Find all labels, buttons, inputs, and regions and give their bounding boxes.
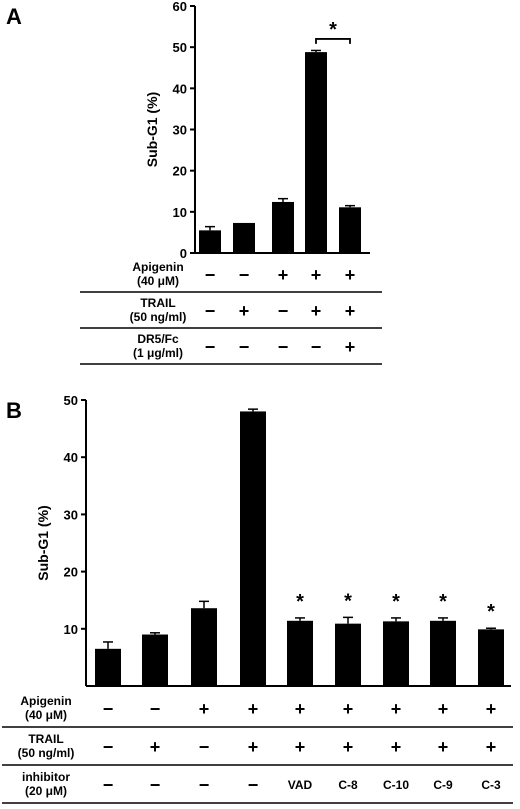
panel-b-condition-value: − <box>103 775 114 795</box>
panel-b-condition-label: Apigenin <box>20 694 71 708</box>
panel-b-bar <box>191 608 217 686</box>
panel-b-bar <box>95 648 121 686</box>
panel-a-condition-value: + <box>345 301 356 321</box>
panel-b-condition-value: − <box>150 775 161 795</box>
panel-a-condition-label: TRAIL <box>140 296 175 310</box>
panel-b-condition-label: inhibitor <box>22 770 70 784</box>
panel-a-condition-sublabel: (40 μM) <box>137 274 179 288</box>
panel-a-y-axis-label: Sub-G1 (%) <box>144 92 160 167</box>
panel-b-bar <box>430 620 456 686</box>
panel-a-significance-star: * <box>329 19 337 41</box>
panel-a-condition-value: + <box>345 265 356 285</box>
panel-b-y-tick-label: 30 <box>64 507 78 522</box>
panel-b-condition-label: TRAIL <box>28 732 63 746</box>
panel-b-y-tick-label: 20 <box>64 565 78 580</box>
panel-a-y-tick-label: 20 <box>173 164 187 179</box>
panel-b-y-tick-label: 40 <box>64 450 78 465</box>
panel-b-bar <box>383 621 409 686</box>
panel-b-y-tick-label: 50 <box>64 393 78 408</box>
panel-b-condition-value: C-8 <box>338 778 358 792</box>
panel-b-condition-value: C-3 <box>481 778 501 792</box>
panel-a-condition-value: + <box>239 301 250 321</box>
panel-b-condition-sublabel: (50 ng/ml) <box>18 746 75 760</box>
panel-a-condition-value: − <box>278 337 289 357</box>
panel-b-condition-sublabel: (40 μM) <box>25 708 67 722</box>
panel-b-condition-value: C-10 <box>383 778 409 792</box>
panel-a-chart: 0 10 20 30 40 50 60 Sub-G1 (%) * Apigenin(40 μM) −… <box>80 0 382 365</box>
panel-b-bar <box>478 629 504 686</box>
panel-a-condition-label: DR5/Fc <box>137 332 179 346</box>
panel-a-condition-value: − <box>311 337 322 357</box>
panel-a-condition-sublabel: (50 ng/ml) <box>130 310 187 324</box>
panel-b-bar <box>142 634 168 686</box>
panel-b-condition-value: VAD <box>288 778 313 792</box>
panel-b-significance-star: * <box>344 590 352 612</box>
panel-a-condition-value: + <box>311 265 322 285</box>
panel-b-condition-value: + <box>199 699 210 719</box>
panel-b-bar <box>240 411 266 686</box>
panel-b-condition-value: C-9 <box>433 778 453 792</box>
panel-b-condition-value: + <box>248 699 259 719</box>
panel-a-y-tick-label: 0 <box>180 246 187 261</box>
panel-a-bar <box>272 201 294 253</box>
panel-a-bar <box>305 52 327 254</box>
panel-a-condition-value: − <box>239 265 250 285</box>
panel-b-chart: 10 20 30 40 50 Sub-G1 (%) * * * * * Apigenin(40 μM)… <box>2 393 513 804</box>
panel-b-condition-value: − <box>103 699 114 719</box>
panel-b-condition-value: + <box>438 699 449 719</box>
panel-a-condition-value: + <box>278 265 289 285</box>
panel-b-condition-value: + <box>486 699 497 719</box>
panel-b-condition-value: − <box>103 737 114 757</box>
panel-b-condition-value: + <box>391 699 402 719</box>
panel-a-significance-bracket <box>315 38 351 44</box>
panel-b-letter: B <box>6 398 22 423</box>
panel-a-condition-label: Apigenin <box>132 260 183 274</box>
panel-a-letter: A <box>6 4 22 29</box>
panel-b-condition-value: + <box>343 699 354 719</box>
panel-a-condition-value: + <box>311 301 322 321</box>
panel-a-condition-value: − <box>278 301 289 321</box>
panel-a-y-tick-label: 30 <box>173 123 187 138</box>
panel-a-y-tick-label: 10 <box>173 205 187 220</box>
panel-a-condition-value: − <box>205 265 216 285</box>
panel-b-condition-value: + <box>150 737 161 757</box>
panel-b-condition-value: + <box>295 737 306 757</box>
panel-a-condition-value: + <box>345 337 356 357</box>
panel-b-condition-value: − <box>199 775 210 795</box>
panel-b-condition-value: − <box>199 737 210 757</box>
panel-b-condition-value: + <box>391 737 402 757</box>
panel-b-condition-value: + <box>486 737 497 757</box>
panel-a-condition-value: − <box>239 337 250 357</box>
panel-b-condition-value: + <box>248 737 259 757</box>
panel-a-y-tick-label: 40 <box>173 81 187 96</box>
panel-a-bar <box>339 207 361 253</box>
panel-b-significance-star: * <box>296 591 304 613</box>
panel-b-bar <box>287 620 313 686</box>
panel-b-significance-star: * <box>487 601 495 623</box>
panel-a-condition-sublabel: (1 μg/ml) <box>133 346 183 360</box>
panel-a-bar <box>199 230 221 253</box>
panel-a-condition-value: − <box>205 301 216 321</box>
panel-b-condition-sublabel: (20 μM) <box>25 784 67 798</box>
panel-b-condition-value: + <box>438 737 449 757</box>
panel-a-y-tick-label: 60 <box>173 0 187 14</box>
panel-b-y-axis-label: Sub-G1 (%) <box>35 505 51 580</box>
panel-b-significance-star: * <box>392 591 400 613</box>
panel-b-significance-star: * <box>439 591 447 613</box>
panel-b-y-tick-label: 10 <box>64 622 78 637</box>
panel-b-bar <box>335 623 361 686</box>
panel-b-condition-value: + <box>343 737 354 757</box>
panel-a-bar <box>233 222 255 253</box>
panel-b-condition-value: + <box>295 699 306 719</box>
panel-a-y-tick-label: 50 <box>173 40 187 55</box>
panel-b-condition-value: − <box>150 699 161 719</box>
panel-a-condition-value: − <box>205 337 216 357</box>
panel-b-condition-value: − <box>248 775 259 795</box>
